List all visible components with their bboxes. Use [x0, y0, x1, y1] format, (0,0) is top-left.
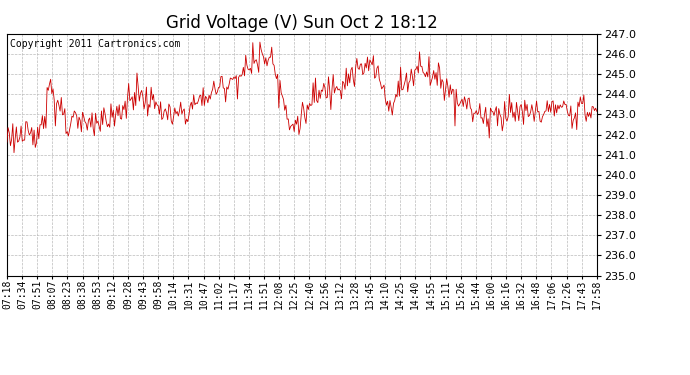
Title: Grid Voltage (V) Sun Oct 2 18:12: Grid Voltage (V) Sun Oct 2 18:12 [166, 14, 437, 32]
Text: Copyright 2011 Cartronics.com: Copyright 2011 Cartronics.com [10, 39, 180, 49]
